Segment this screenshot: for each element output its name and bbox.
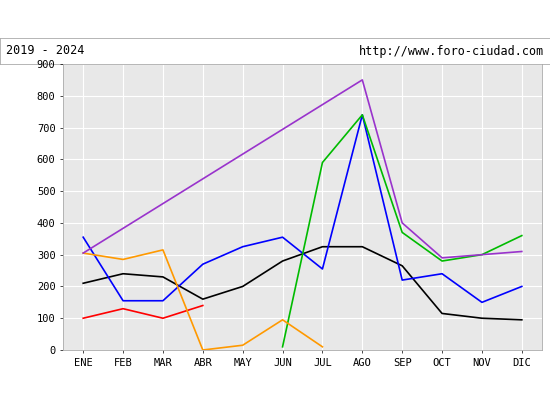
- Text: Evolucion Nº Turistas Nacionales en el municipio de Población de Cerrato: Evolucion Nº Turistas Nacionales en el m…: [41, 12, 509, 26]
- Text: 2019 - 2024: 2019 - 2024: [6, 44, 84, 58]
- Text: http://www.foro-ciudad.com: http://www.foro-ciudad.com: [359, 44, 544, 58]
